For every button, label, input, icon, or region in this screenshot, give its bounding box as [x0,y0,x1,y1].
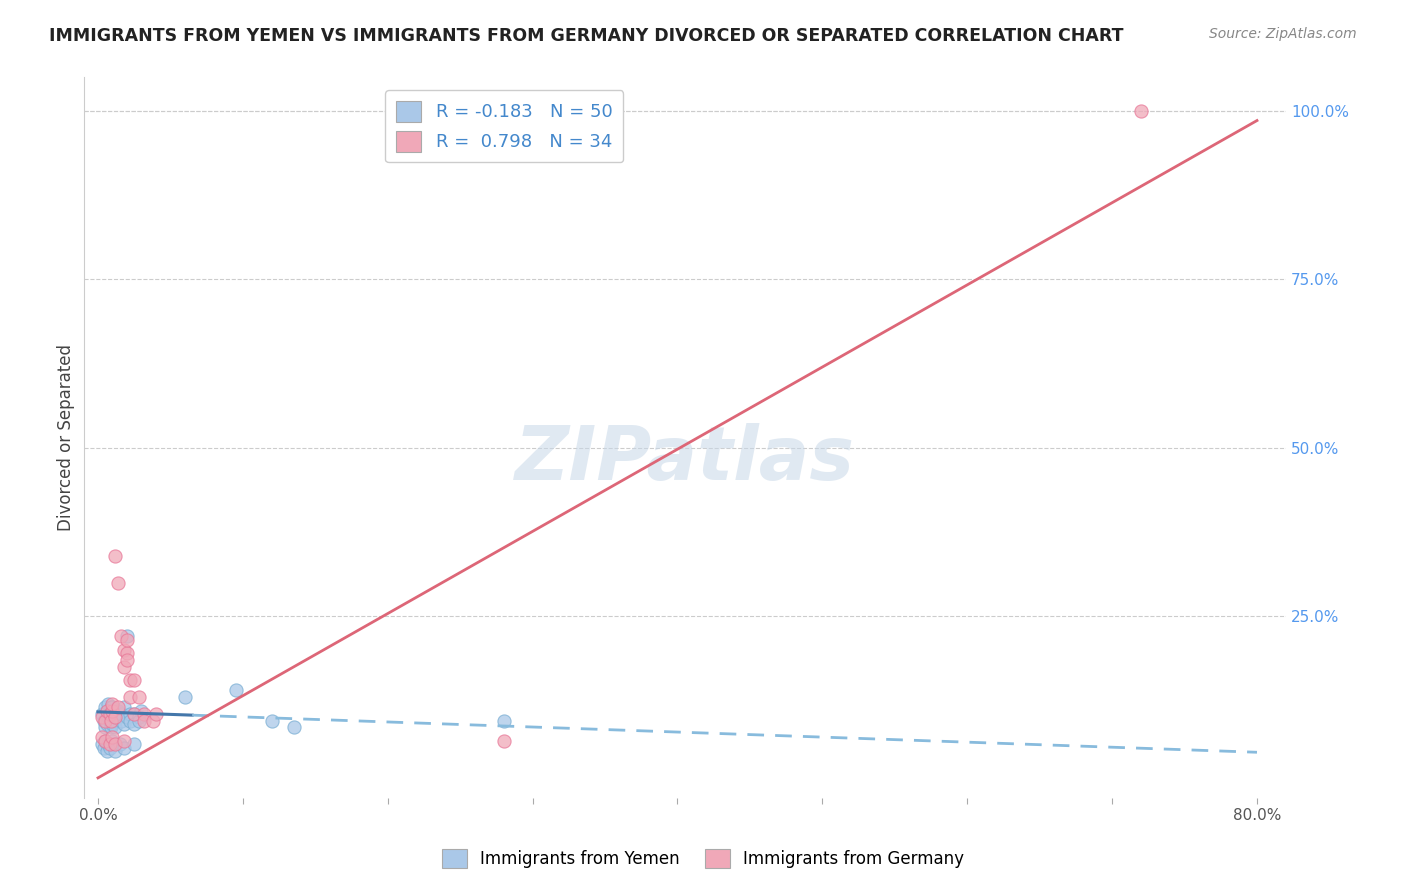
Point [492,714,515,728]
Point [107,704,129,718]
Point [101,704,124,718]
Point [115,653,138,667]
Legend: R = -0.183   N = 50, R =  0.798   N = 34: R = -0.183 N = 50, R = 0.798 N = 34 [385,90,623,162]
Point [96,717,118,731]
Point [110,714,132,728]
Point [122,673,145,688]
Point [110,706,132,721]
Point [98,740,121,755]
Point [118,706,141,721]
Point [108,737,131,751]
Point [110,629,132,643]
Point [104,706,127,721]
Legend: Immigrants from Yemen, Immigrants from Germany: Immigrants from Yemen, Immigrants from G… [436,842,970,875]
Point [107,710,129,724]
Point [122,737,145,751]
Point [97,737,120,751]
Point [104,710,127,724]
Point [94,700,117,714]
Point [112,734,135,748]
Point [104,714,127,728]
Point [101,697,124,711]
Point [94,714,117,728]
Point [91,710,114,724]
Point [104,549,127,563]
Point [98,737,121,751]
Point [104,720,127,734]
Point [98,714,121,728]
Point [98,706,121,721]
Point [134,706,156,721]
Point [96,704,118,718]
Point [128,714,150,728]
Point [93,714,115,728]
Point [112,643,135,657]
Text: ZIPatlas: ZIPatlas [515,423,855,496]
Point [93,740,115,755]
Point [97,697,120,711]
Point [174,690,197,704]
Point [112,740,135,755]
Point [94,734,117,748]
Point [115,632,138,647]
Point [112,659,135,673]
Point [492,734,515,748]
Point [128,710,150,724]
Point [134,714,156,728]
Point [97,710,120,724]
Point [96,704,118,718]
Point [101,731,124,745]
Point [260,714,283,728]
Point [112,717,135,731]
Point [101,710,124,724]
Point [107,575,129,590]
Point [1130,104,1153,119]
Point [101,700,124,714]
Point [115,629,138,643]
Point [131,704,153,718]
Text: Source: ZipAtlas.com: Source: ZipAtlas.com [1209,27,1357,41]
Point [142,714,165,728]
Point [115,710,138,724]
Point [225,683,247,698]
Point [122,706,145,721]
Point [107,700,129,714]
Point [283,720,305,734]
Point [118,714,141,728]
Point [122,706,145,721]
Point [91,731,114,745]
Point [100,720,122,734]
Point [101,734,124,748]
Point [101,717,124,731]
Point [100,700,122,714]
Point [91,737,114,751]
Point [91,706,114,721]
Point [96,744,118,758]
Point [104,744,127,758]
Point [98,706,121,721]
Point [94,720,117,734]
Point [128,690,150,704]
Point [94,734,117,748]
Point [122,717,145,731]
Point [118,690,141,704]
Y-axis label: Divorced or Separated: Divorced or Separated [58,344,75,532]
Text: IMMIGRANTS FROM YEMEN VS IMMIGRANTS FROM GERMANY DIVORCED OR SEPARATED CORRELATI: IMMIGRANTS FROM YEMEN VS IMMIGRANTS FROM… [49,27,1123,45]
Point [112,700,135,714]
Point [104,737,127,751]
Point [145,706,167,721]
Point [100,714,122,728]
Point [118,673,141,688]
Point [115,646,138,660]
